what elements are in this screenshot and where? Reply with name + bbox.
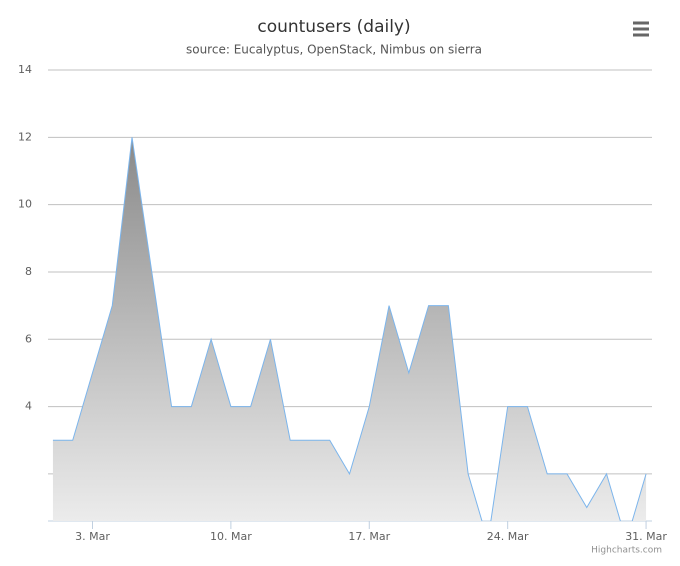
chart-title: countusers (daily) xyxy=(257,17,410,37)
x-tick-label: 17. Mar xyxy=(348,530,390,543)
y-tick-label: 10 xyxy=(18,198,32,211)
menu-button[interactable] xyxy=(628,16,654,42)
y-tick-label: 12 xyxy=(18,130,32,143)
x-tick-label: 24. Mar xyxy=(487,530,529,543)
x-tick-label: 10. Mar xyxy=(210,530,252,543)
area xyxy=(52,137,647,521)
plot xyxy=(52,137,647,521)
y-tick-label: 8 xyxy=(25,265,32,278)
credits: Highcharts.com xyxy=(591,546,662,556)
y-tick-label: 14 xyxy=(18,63,32,76)
line xyxy=(52,137,647,521)
x-tick-label: 3. Mar xyxy=(75,530,110,543)
y-tick-label: 4 xyxy=(25,400,32,413)
chart-subtitle: source: Eucalyptus, OpenStack, Nimbus on… xyxy=(186,43,482,57)
y-tick-label: 6 xyxy=(25,332,32,345)
x-tick-label: 31. Mar xyxy=(625,530,667,543)
